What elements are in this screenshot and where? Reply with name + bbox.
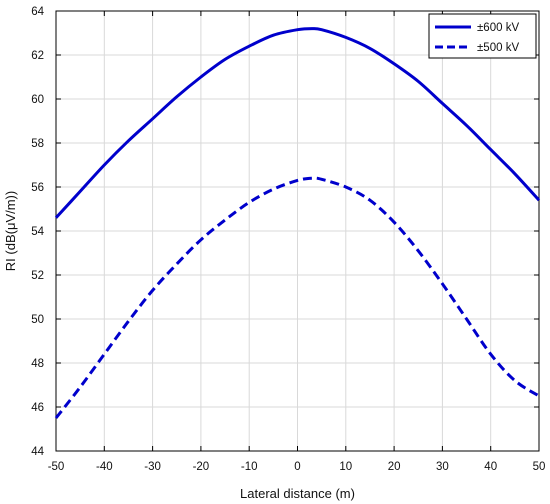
y-axis-label: RI (dB(μV/m)) <box>3 191 18 271</box>
y-tick-label: 62 <box>31 50 44 62</box>
x-tick-label: 50 <box>533 461 546 473</box>
y-tick-label: 46 <box>31 402 44 414</box>
x-tick-label: 40 <box>484 461 497 473</box>
y-tick-label: 64 <box>31 6 44 18</box>
x-tick-label: -50 <box>48 461 65 473</box>
x-tick-label: 20 <box>388 461 401 473</box>
y-tick-label: 48 <box>31 358 44 370</box>
y-tick-label: 60 <box>31 94 44 106</box>
legend-box <box>428 13 537 59</box>
y-tick-labels: 44 46 48 50 52 54 56 58 60 62 64 <box>31 6 44 458</box>
legend-label: ±600 kV <box>477 22 519 34</box>
series-line-solid <box>54 27 541 219</box>
x-tick-label: 0 <box>294 461 300 473</box>
y-tick-label: 50 <box>31 314 44 326</box>
y-tick-label: 56 <box>31 182 44 194</box>
y-tick-label: 52 <box>31 270 44 282</box>
x-axis-label: Lateral distance (m) <box>240 486 355 501</box>
x-tick-label: -20 <box>193 461 210 473</box>
x-tick-label: -10 <box>241 461 258 473</box>
x-tick-label: 10 <box>339 461 352 473</box>
x-tick-label: -30 <box>144 461 161 473</box>
legend: ±600 kV ±500 kV <box>428 13 537 59</box>
x-tick-label: -40 <box>96 461 113 473</box>
y-tick-label: 44 <box>31 446 44 458</box>
x-tick-label: 30 <box>436 461 449 473</box>
series-line-dashed <box>54 176 540 419</box>
tick-marks <box>55 10 540 452</box>
x-tick-labels: -50 -40 -30 -20 -10 0 10 20 30 40 50 <box>48 461 546 473</box>
y-tick-label: 58 <box>31 138 44 150</box>
legend-label: ±500 kV <box>477 42 519 54</box>
series-layer <box>54 27 541 419</box>
y-tick-label: 54 <box>31 226 44 238</box>
